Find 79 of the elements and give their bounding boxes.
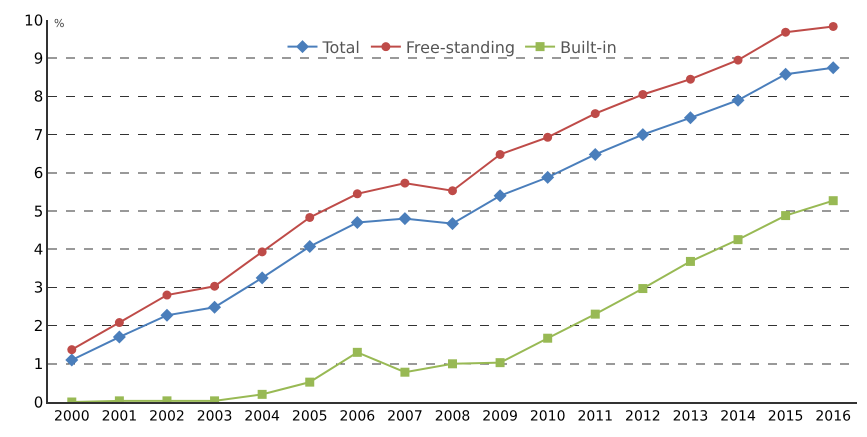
point xyxy=(448,359,457,368)
y-tick-label: 6 xyxy=(34,164,44,182)
point xyxy=(826,61,840,74)
legend-label: Free-standing xyxy=(406,38,516,57)
point xyxy=(638,90,648,99)
y-tick-label: 2 xyxy=(34,316,44,335)
y-tick-label: 1 xyxy=(34,355,44,374)
point xyxy=(352,189,362,198)
point xyxy=(400,368,410,377)
point xyxy=(350,216,364,229)
x-tick-label: 2010 xyxy=(530,408,566,425)
point xyxy=(496,150,505,159)
point xyxy=(303,240,316,254)
x-tick-label: 2002 xyxy=(149,408,185,425)
x-tick-label: 2012 xyxy=(625,408,661,425)
point xyxy=(496,358,505,368)
x-tick-label: 2007 xyxy=(387,408,423,425)
x-tick-label: 2000 xyxy=(54,408,90,425)
point xyxy=(638,284,648,294)
point xyxy=(446,217,459,230)
point xyxy=(734,235,743,244)
y-tick-label: 4 xyxy=(34,240,44,258)
x-tick-label: 2015 xyxy=(768,408,804,425)
x-tick-label: 2013 xyxy=(672,408,708,425)
x-tick-label: 2005 xyxy=(292,408,328,425)
point xyxy=(781,211,790,220)
y-tick-label: 7 xyxy=(34,126,44,144)
point xyxy=(400,178,410,188)
point xyxy=(112,330,126,344)
point xyxy=(210,282,220,291)
legend-label: Total xyxy=(322,38,360,57)
x-tick-label: 2006 xyxy=(340,408,376,425)
x-tick-label: 2011 xyxy=(577,408,614,425)
y-tick-label: 0 xyxy=(34,393,44,412)
point xyxy=(781,28,790,37)
y-tick-label: 8 xyxy=(34,88,44,106)
point xyxy=(494,189,507,202)
point xyxy=(305,378,314,387)
point xyxy=(779,68,792,81)
y-tick-label: 9 xyxy=(34,49,44,68)
x-tick-label: 2014 xyxy=(720,408,756,425)
legend-label: Built-in xyxy=(560,38,617,57)
point xyxy=(258,247,267,256)
point xyxy=(114,318,124,328)
point xyxy=(398,212,412,226)
point xyxy=(65,353,78,366)
y-axis-title: % xyxy=(54,17,64,30)
point xyxy=(448,186,457,196)
point xyxy=(305,212,314,222)
point xyxy=(162,290,172,300)
y-tick-label: 10 xyxy=(24,11,44,30)
point xyxy=(686,74,695,84)
x-tick-label: 2004 xyxy=(244,408,280,425)
point xyxy=(352,348,362,357)
point xyxy=(636,128,650,142)
point xyxy=(828,22,838,31)
point xyxy=(256,271,269,284)
y-tick-label: 3 xyxy=(34,278,44,297)
point xyxy=(590,310,600,319)
point xyxy=(828,196,838,206)
x-tick-label: 2016 xyxy=(815,408,852,425)
point xyxy=(67,345,76,354)
x-tick-label: 2008 xyxy=(434,408,470,425)
point xyxy=(543,132,552,142)
point xyxy=(160,308,174,322)
point xyxy=(208,300,222,314)
point xyxy=(590,109,600,118)
point xyxy=(684,111,697,124)
y-tick-label: 5 xyxy=(34,202,44,220)
x-tick-label: 2009 xyxy=(482,408,518,425)
point xyxy=(588,148,602,161)
point xyxy=(541,170,554,184)
point xyxy=(258,390,267,399)
point xyxy=(732,94,745,107)
point xyxy=(734,56,743,65)
point xyxy=(543,334,552,343)
x-tick-label: 2003 xyxy=(196,408,232,425)
x-tick-label: 2001 xyxy=(102,408,138,425)
point xyxy=(686,256,695,266)
